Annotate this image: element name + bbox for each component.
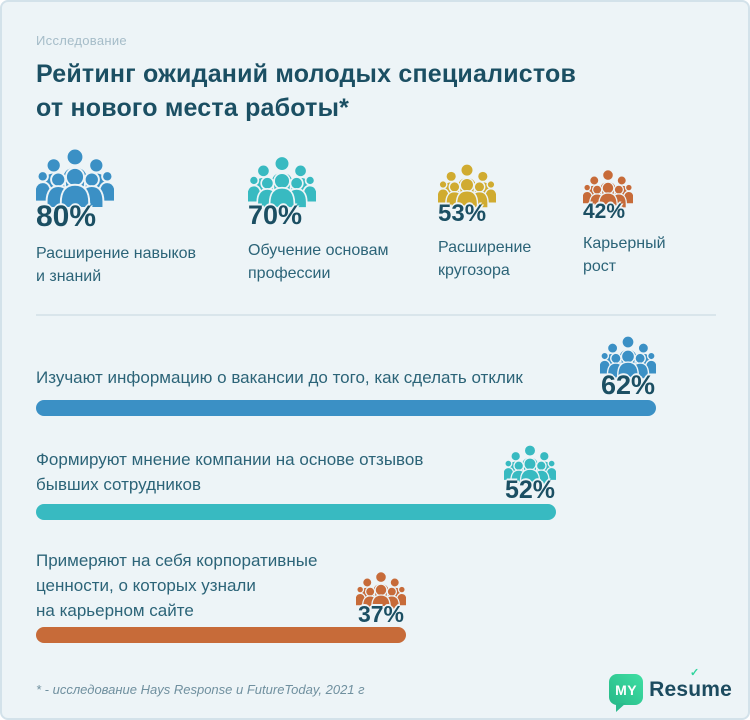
stat-career-growth: 42% Карьерный рост [583,146,714,288]
bar-block-reviews-opinion: Формируют мнение компании на основе отзы… [36,438,716,520]
logo-speech-bubble-icon: MY [609,674,644,712]
stats-row: 80% Расширение навыков и знаний 70% Обуч… [36,146,718,288]
bar-fill [36,627,406,643]
page-title: Рейтинг ожиданий молодых специалистов от… [36,57,718,125]
bar-label: Примеряют на себя корпоративные ценности… [36,551,318,620]
bar-value-group: 52% [504,443,556,505]
stat-horizons: 53% Расширение кругозора [438,146,583,288]
bar-block-corporate-values: Примеряют на себя корпоративные ценности… [36,548,716,643]
bar-value-group: 37% [356,570,406,628]
stat-value: 80% [36,200,97,233]
logo-wordmark: Resu ✓ me [649,666,732,701]
bar-label: Формируют мнение компании на основе отзы… [36,450,424,494]
bar-value: 52% [504,476,556,504]
title-line-2: от нового места работы* [36,94,350,122]
bar-value: 62% [600,370,656,400]
stat-value: 42% [583,200,626,223]
stat-value: 53% [438,200,487,227]
crowd-icon [36,146,114,208]
bar-value: 37% [357,601,405,627]
stat-label: Обучение основам профессии [248,242,389,282]
stat-skills: 80% Расширение навыков и знаний [36,146,248,288]
behavior-bars-section: Изучают информацию о вакансии до того, к… [36,340,716,643]
stat-label: Расширение навыков и знаний [36,245,197,285]
bar-value-group: 62% [600,334,656,401]
section-divider [36,314,716,316]
stat-label: Карьерный рост [583,235,666,275]
title-line-1: Рейтинг ожиданий молодых специалистов [36,60,577,88]
bar-fill [36,400,656,416]
check-icon: ✓ [690,666,700,679]
stat-profession-basics: 70% Обучение основам профессии [248,146,438,288]
bar-block-research-vacancy: Изучают информацию о вакансии до того, к… [36,340,716,416]
bar-fill [36,504,556,520]
eyebrow-label: Исследование [36,33,127,48]
bar-label: Изучают информацию о вакансии до того, к… [36,368,523,387]
footer: * - исследование Hays Response и FutureT… [36,666,732,712]
stat-value: 70% [248,200,303,230]
stat-label: Расширение кругозора [438,239,532,279]
myresume-logo: MY Resu ✓ me [609,666,732,712]
source-footnote: * - исследование Hays Response и FutureT… [36,682,365,697]
